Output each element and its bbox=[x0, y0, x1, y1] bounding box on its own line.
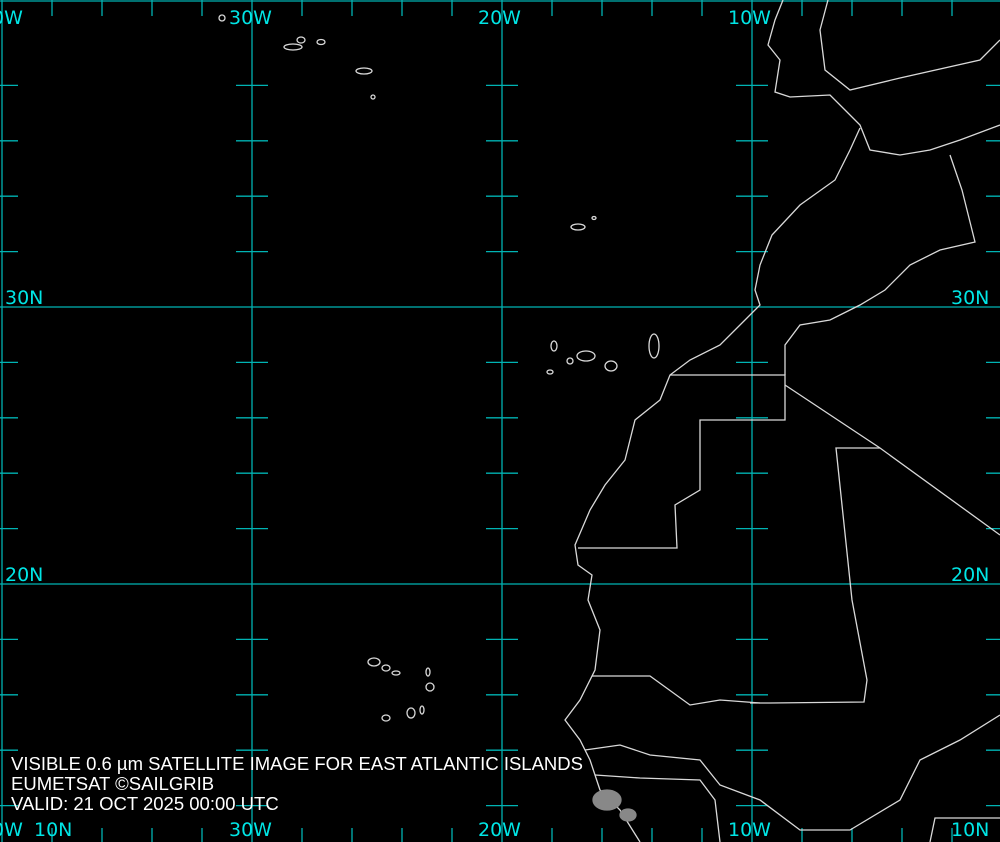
mauritania-border bbox=[784, 384, 1000, 536]
caption-valid-time: VALID: 21 OCT 2025 00:00 UTC bbox=[11, 793, 279, 814]
bottom-lon-label-20w: 20W bbox=[478, 819, 521, 841]
western-sahara-border bbox=[578, 374, 786, 549]
top-lon-label-10w: 10W bbox=[728, 7, 771, 29]
iberia-east-coast bbox=[819, 0, 1000, 91]
liberia-border bbox=[929, 817, 1000, 842]
top-lon-label-30w: 30W bbox=[229, 7, 272, 29]
bottom-lon-label-40w: 0W bbox=[0, 819, 23, 841]
algeria-coast-border bbox=[784, 154, 976, 375]
left-lat-label-20n: 20N bbox=[5, 564, 44, 586]
caption-title: VISIBLE 0.6 µm SATELLITE IMAGE FOR EAST … bbox=[11, 753, 583, 774]
guinea-border-2 bbox=[594, 774, 721, 842]
right-lat-label-10n: 10N bbox=[951, 819, 990, 841]
right-lat-label-20n: 20N bbox=[951, 564, 990, 586]
right-lat-label-30n: 30N bbox=[951, 287, 990, 309]
africa-coast bbox=[564, 127, 861, 842]
bissagos-islands bbox=[592, 789, 637, 822]
cape-verde-islands bbox=[367, 657, 435, 722]
azores-islands bbox=[218, 14, 376, 100]
caption-credit: EUMETSAT ©SAILGRIB bbox=[11, 773, 215, 794]
canary-islands bbox=[546, 333, 660, 375]
senegal-border bbox=[592, 675, 761, 706]
left-lat-label-30n: 30N bbox=[5, 287, 44, 309]
madeira-islands bbox=[570, 215, 597, 231]
bottom-lon-label-30w: 30W bbox=[229, 819, 272, 841]
mali-border bbox=[750, 447, 880, 704]
top-lon-label-20w: 20W bbox=[478, 7, 521, 29]
top-lon-label-40w: 0W bbox=[0, 7, 23, 29]
iberia-west-coast bbox=[767, 0, 1000, 156]
bottom-lon-label-10w: 10W bbox=[728, 819, 771, 841]
coastlines bbox=[218, 0, 1000, 842]
left-lat-label-10n: 10N bbox=[34, 819, 73, 841]
guinea-border bbox=[584, 714, 1000, 831]
